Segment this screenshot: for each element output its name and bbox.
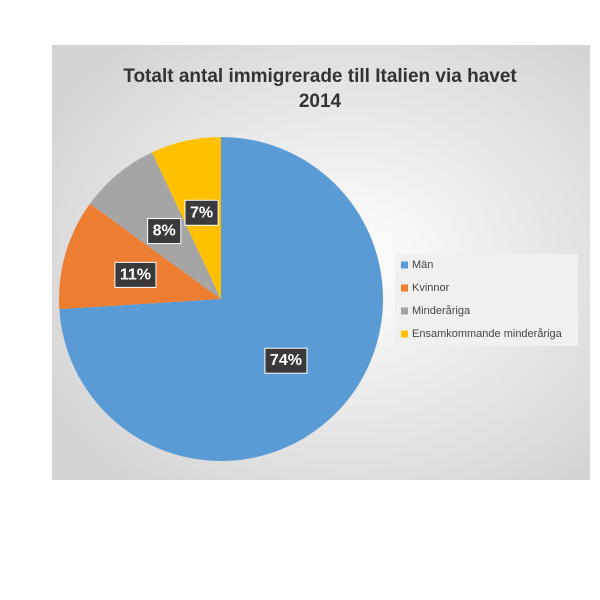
legend-swatch: [401, 261, 408, 269]
data-label-box: [147, 218, 182, 245]
legend-swatch: [401, 284, 408, 292]
legend-label: Kvinnor: [412, 282, 450, 294]
legend-label: Ensamkommande minderåriga: [412, 328, 563, 340]
pie-slice: [59, 137, 384, 462]
data-label: 8%: [153, 223, 176, 240]
legend-swatch: [401, 330, 408, 338]
data-label-box: [114, 261, 157, 288]
data-label: 7%: [190, 204, 213, 221]
legend-swatch: [401, 307, 408, 315]
pie-slice: [59, 203, 222, 310]
legend-box: [395, 254, 578, 346]
chart-title: Totalt antal immigrerade till Italien vi…: [123, 66, 517, 112]
data-label-box: [264, 347, 308, 374]
data-label-box: [184, 199, 219, 226]
legend-label: Minderåriga: [412, 305, 471, 317]
legend-label: Män: [412, 259, 433, 271]
data-label: 11%: [120, 266, 151, 283]
data-label: 74%: [270, 352, 302, 369]
